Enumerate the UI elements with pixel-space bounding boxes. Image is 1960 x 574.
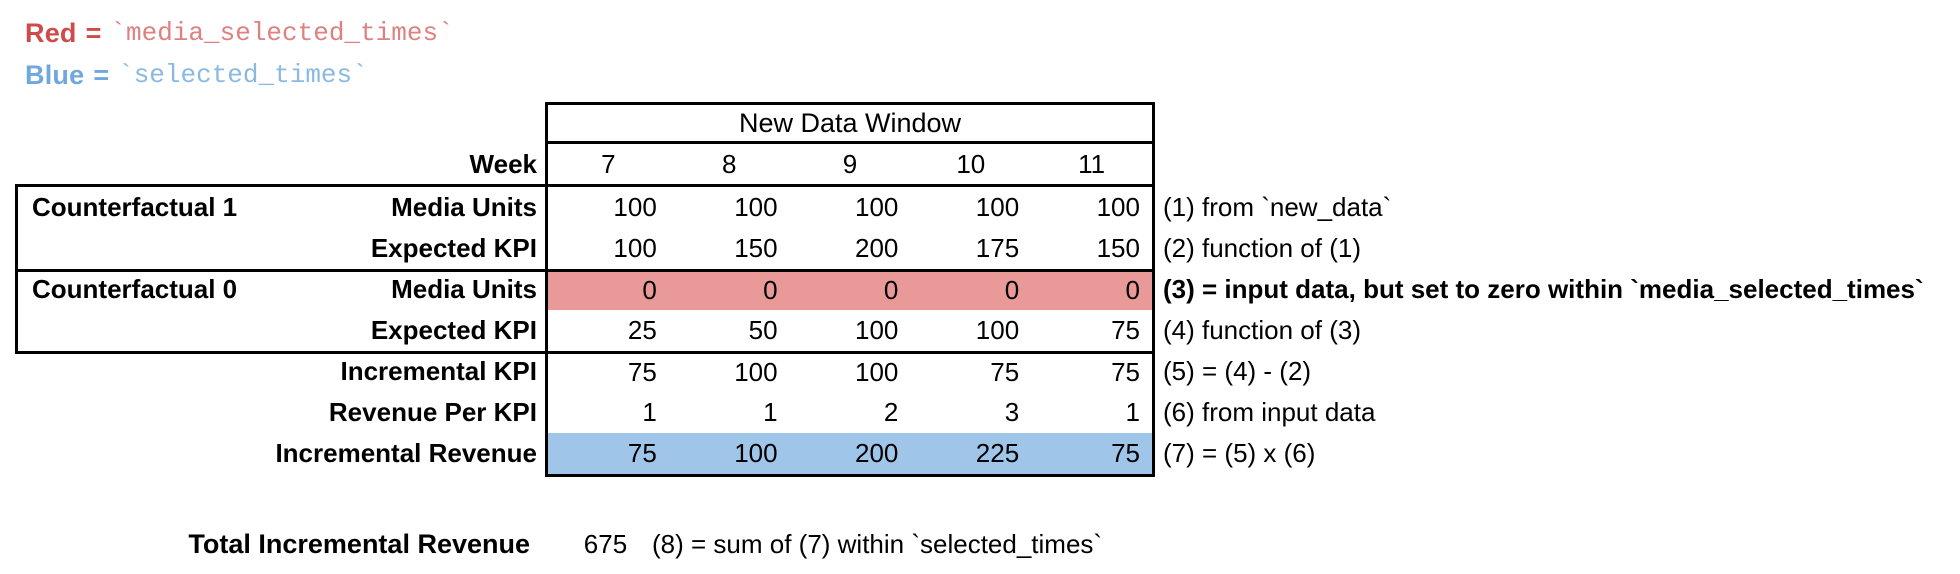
legend-blue-code: `selected_times` xyxy=(118,60,368,90)
week-number-row: 7 8 9 10 11 xyxy=(545,144,1155,184)
cell: 150 xyxy=(1096,233,1140,263)
legend-red-equals: = xyxy=(85,17,102,48)
counterfactual-divider-line xyxy=(15,269,548,272)
cell: 100 xyxy=(613,192,657,222)
data-table: New Data Window 7 8 9 10 11 100 100 100 … xyxy=(545,102,1155,477)
annotation-3: (3) = input data, but set to zero within… xyxy=(1163,274,1924,304)
row-label-incremental-revenue: Incremental Revenue xyxy=(275,438,537,468)
table-row-media-units-cf0-highlight-red: 0 0 0 0 0 xyxy=(548,269,1152,310)
cell: 75 xyxy=(1111,357,1140,387)
row-label-revenue-per-kpi: Revenue Per KPI xyxy=(328,397,537,427)
cell: 2 xyxy=(883,397,899,427)
annotation-6: (6) from input data xyxy=(1163,397,1376,427)
table-row-media-units-cf1: 100 100 100 100 100 xyxy=(548,187,1152,228)
cell: 75 xyxy=(1111,438,1140,468)
cell: 100 xyxy=(734,192,778,222)
cell: 1 xyxy=(1125,397,1140,427)
cell: 25 xyxy=(627,315,657,345)
cell: 0 xyxy=(883,275,899,305)
data-table-body: 100 100 100 100 100 100 150 200 175 150 … xyxy=(545,184,1155,477)
annotation-2: (2) function of (1) xyxy=(1163,233,1361,263)
total-row: Total Incremental Revenue 675 (8) = sum … xyxy=(0,524,1960,565)
table-row-incremental-kpi: 75 100 100 75 75 xyxy=(548,351,1152,392)
legend-red-code: `media_selected_times` xyxy=(110,18,454,48)
cell: 1 xyxy=(763,397,778,427)
annotation-column: (1) from `new_data` (2) function of (1) … xyxy=(1163,187,1924,474)
legend-blue-line: Blue = `selected_times` xyxy=(25,54,454,96)
cell: 75 xyxy=(627,438,657,468)
group-label-counterfactual-0: Counterfactual 0 xyxy=(32,274,238,304)
week-8: 8 xyxy=(721,149,737,179)
cell: 100 xyxy=(1096,192,1140,222)
annotation-5: (5) = (4) - (2) xyxy=(1163,356,1312,386)
annotation-7: (7) = (5) x (6) xyxy=(1163,438,1316,468)
cell: 1 xyxy=(642,397,657,427)
cell: 0 xyxy=(1004,275,1020,305)
week-11: 11 xyxy=(1078,149,1106,179)
cell: 100 xyxy=(734,357,778,387)
cell: 200 xyxy=(855,438,899,468)
cell: 100 xyxy=(975,192,1020,222)
total-incremental-revenue-label: Total Incremental Revenue xyxy=(188,529,530,559)
cell: 0 xyxy=(763,275,778,305)
row-label-media-units-cf0: Media Units xyxy=(391,274,537,304)
legend: Red = `media_selected_times` Blue = `sel… xyxy=(25,12,454,96)
legend-blue-label: Blue xyxy=(25,59,85,90)
row-label-incremental-kpi: Incremental KPI xyxy=(340,356,537,386)
week-7: 7 xyxy=(601,149,616,179)
cell: 200 xyxy=(855,233,899,263)
cell: 0 xyxy=(642,275,657,305)
cell: 100 xyxy=(613,233,657,263)
cell: 75 xyxy=(1111,315,1140,345)
table-row-incremental-revenue-highlight-blue: 75 100 200 225 75 xyxy=(548,433,1152,474)
annotation-8: (8) = sum of (7) within `selected_times` xyxy=(652,529,1103,559)
cell: 0 xyxy=(1125,275,1140,305)
legend-blue-equals: = xyxy=(93,59,110,90)
table-header-new-data-window: New Data Window xyxy=(545,102,1155,144)
cell: 100 xyxy=(855,315,899,345)
row-label-expected-kpi-cf1: Expected KPI xyxy=(370,233,537,263)
cell: 50 xyxy=(748,315,778,345)
cell: 225 xyxy=(975,438,1020,468)
cell: 75 xyxy=(627,357,657,387)
total-incremental-revenue-value: 675 xyxy=(583,529,628,559)
cell: 3 xyxy=(1004,397,1020,427)
annotation-4: (4) function of (3) xyxy=(1163,315,1361,345)
table-row-expected-kpi-cf0: 25 50 100 100 75 xyxy=(548,310,1152,351)
cell: 150 xyxy=(734,233,778,263)
week-row-label: Week xyxy=(469,149,537,179)
table-row-revenue-per-kpi: 1 1 2 3 1 xyxy=(548,392,1152,433)
table-row-expected-kpi-cf1: 100 150 200 175 150 xyxy=(548,228,1152,269)
legend-red-line: Red = `media_selected_times` xyxy=(25,12,454,54)
row-label-column: Week Media Units Expected KPI Media Unit… xyxy=(0,144,537,474)
row-label-expected-kpi-cf0: Expected KPI xyxy=(370,315,537,345)
annotation-1: (1) from `new_data` xyxy=(1163,192,1392,222)
cell: 100 xyxy=(855,357,899,387)
group-label-counterfactual-1: Counterfactual 1 xyxy=(32,192,238,222)
legend-red-label: Red xyxy=(25,17,77,48)
cell: 100 xyxy=(855,192,899,222)
week-9: 9 xyxy=(842,149,858,179)
cell: 100 xyxy=(734,438,778,468)
cell: 100 xyxy=(975,315,1020,345)
cell: 175 xyxy=(975,233,1020,263)
week-10: 10 xyxy=(956,149,986,179)
row-label-media-units-cf1: Media Units xyxy=(391,192,537,222)
cell: 75 xyxy=(990,357,1020,387)
